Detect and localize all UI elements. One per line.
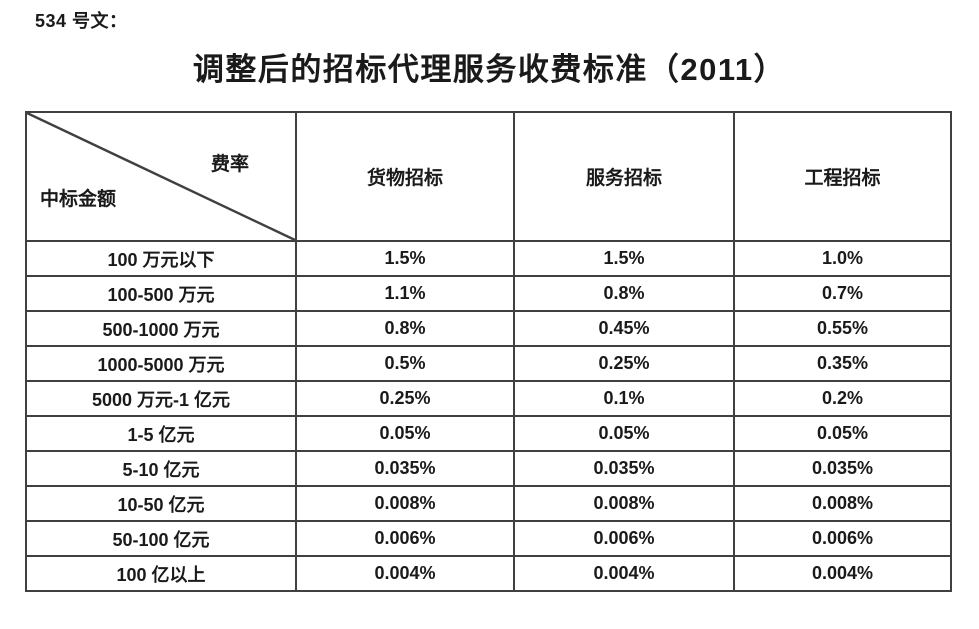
fee-value: 0.8% [513, 275, 735, 312]
fee-value: 0.008% [295, 485, 515, 522]
table-row: 1-5 亿元 0.05% 0.05% 0.05% [25, 415, 952, 452]
column-header-service-bidding: 服务招标 [513, 111, 735, 242]
fee-value: 0.008% [733, 485, 952, 522]
fee-value: 0.006% [513, 520, 735, 557]
header-row: 费率 中标金额 货物招标 服务招标 工程招标 [25, 111, 952, 242]
fee-value: 0.05% [513, 415, 735, 452]
row-label: 5000 万元-1 亿元 [25, 380, 297, 417]
fee-value: 1.5% [513, 240, 735, 277]
column-header-goods-bidding: 货物招标 [295, 111, 515, 242]
row-label: 5-10 亿元 [25, 450, 297, 487]
row-label: 1000-5000 万元 [25, 345, 297, 382]
table-row: 5000 万元-1 亿元 0.25% 0.1% 0.2% [25, 380, 952, 417]
fee-value: 0.1% [513, 380, 735, 417]
table-row: 50-100 亿元 0.006% 0.006% 0.006% [25, 520, 952, 557]
fee-value: 0.035% [513, 450, 735, 487]
doc-number: 534 号文： [35, 11, 128, 31]
row-label: 500-1000 万元 [25, 310, 297, 347]
fee-value: 1.5% [295, 240, 515, 277]
fee-value: 0.006% [733, 520, 952, 557]
corner-label-bid-amount: 中标金额 [40, 189, 117, 210]
corner-label-fee-rate: 费率 [210, 154, 249, 175]
fee-value: 0.008% [513, 485, 735, 522]
fee-value: 1.0% [733, 240, 952, 277]
row-label: 50-100 亿元 [25, 520, 297, 557]
fee-value: 1.1% [295, 275, 515, 312]
column-header-works-bidding: 工程招标 [733, 111, 952, 242]
fee-rate-table: 费率 中标金额 货物招标 服务招标 工程招标 100 万元以下 1.5% 1.5… [25, 111, 952, 592]
fee-value: 0.004% [295, 555, 515, 592]
fee-value: 0.55% [733, 310, 952, 347]
fee-value: 0.2% [733, 380, 952, 417]
diagonal-divider-line [27, 113, 295, 240]
page-title: 调整后的招标代理服务收费标准（2011） [192, 52, 787, 87]
fee-value: 0.35% [733, 345, 952, 382]
corner-cell: 费率 中标金额 [25, 111, 297, 242]
fee-value: 0.004% [733, 555, 952, 592]
table-row: 500-1000 万元 0.8% 0.45% 0.55% [25, 310, 952, 347]
fee-value: 0.035% [295, 450, 515, 487]
row-label: 1-5 亿元 [25, 415, 297, 452]
table-row: 1000-5000 万元 0.5% 0.25% 0.35% [25, 345, 952, 382]
row-label: 100-500 万元 [25, 275, 297, 312]
fee-value: 0.8% [295, 310, 515, 347]
fee-value: 0.7% [733, 275, 952, 312]
fee-value: 0.25% [513, 345, 735, 382]
table-row: 10-50 亿元 0.008% 0.008% 0.008% [25, 485, 952, 522]
table-row: 5-10 亿元 0.035% 0.035% 0.035% [25, 450, 952, 487]
table-row: 100 亿以上 0.004% 0.004% 0.004% [25, 555, 952, 592]
fee-value: 0.004% [513, 555, 735, 592]
table-row: 100-500 万元 1.1% 0.8% 0.7% [25, 275, 952, 312]
fee-value: 0.035% [733, 450, 952, 487]
fee-value: 0.05% [733, 415, 952, 452]
fee-value: 0.05% [295, 415, 515, 452]
fee-value: 0.45% [513, 310, 735, 347]
row-label: 100 万元以下 [25, 240, 297, 277]
table-row: 100 万元以下 1.5% 1.5% 1.0% [25, 240, 952, 277]
fee-value: 0.006% [295, 520, 515, 557]
row-label: 100 亿以上 [25, 555, 297, 592]
fee-value: 0.5% [295, 345, 515, 382]
fee-value: 0.25% [295, 380, 515, 417]
row-label: 10-50 亿元 [25, 485, 297, 522]
